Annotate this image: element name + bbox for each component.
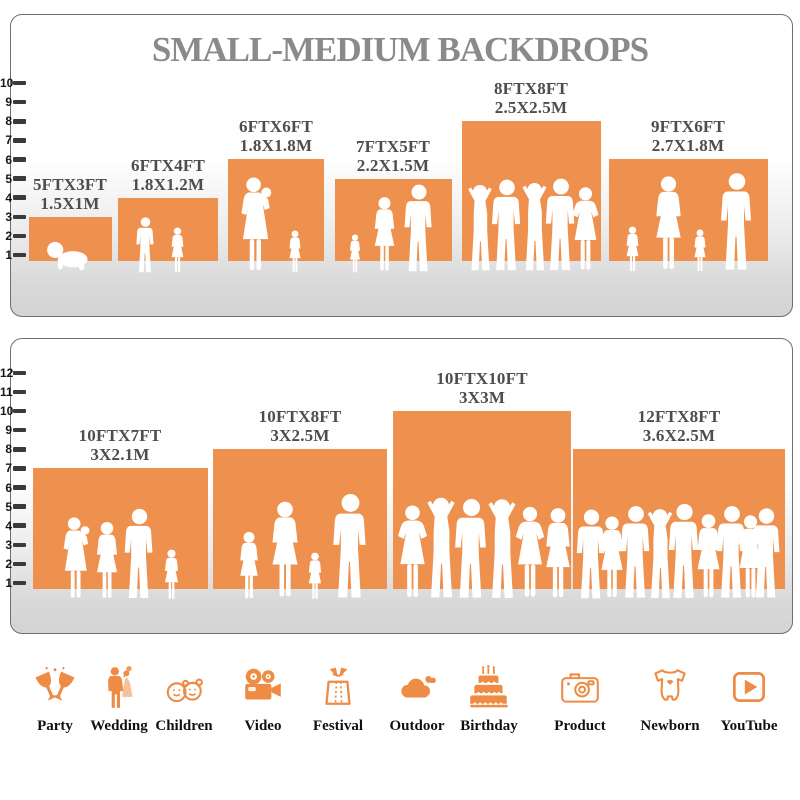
ruler-tick-7: 7 [0, 132, 26, 148]
backdrop-bar-10x7 [33, 468, 208, 599]
children-icon [166, 678, 203, 703]
backdrop-bar-9x6 [609, 159, 768, 272]
category-birthday: Birthday [447, 664, 531, 735]
bar-label-10x10: 10FTX10FT 3X3M [436, 369, 528, 407]
backdrop-bar-7x5 [335, 179, 452, 273]
ruler-tick-6: 6 [0, 480, 26, 496]
backdrop-bar-8x8 [462, 121, 601, 271]
festival-icon [325, 667, 351, 705]
ruler-tick-7: 7 [0, 460, 26, 476]
video-icon [245, 668, 281, 700]
newborn-icon [654, 669, 686, 701]
silhouette-family-four [626, 173, 751, 272]
silhouette-group-nine [576, 503, 780, 599]
silhouette-family-three [350, 184, 432, 273]
ruler-tick-2: 2 [0, 228, 26, 244]
bar-label-6x6: 6FTX6FT 1.8X1.8M [238, 117, 314, 155]
silhouette-group-six [397, 497, 570, 598]
silhouette-family-four-b [63, 508, 178, 599]
ruler-tick-4: 4 [0, 190, 26, 206]
category-children: Children [142, 664, 226, 735]
category-product: Product [538, 664, 622, 735]
ruler-tick-1: 1 [0, 247, 26, 263]
ruler-tick-10: 10 [0, 75, 26, 91]
backdrop-bar-10x10 [393, 411, 571, 598]
category-newborn: Newborn [628, 664, 712, 735]
ruler-tick-2: 2 [0, 556, 26, 572]
ruler-tick-5: 5 [0, 171, 26, 187]
bar-label-10x7: 10FTX7FT 3X2.1M [78, 426, 162, 464]
ruler-tick-6: 6 [0, 152, 26, 168]
backdrop-bar-6x6 [228, 159, 324, 273]
ruler-tick-8: 8 [0, 113, 26, 129]
bar-label-5x3: 5FTX3FT 1.5X1M [32, 175, 108, 213]
ruler-tick-5: 5 [0, 499, 26, 515]
bar-label-12x8: 12FTX8FT 3.6X2.5M [637, 407, 721, 445]
bar-label-7x5: 7FTX5FT 2.2X1.5M [355, 137, 431, 175]
backdrop-bar-6x4 [118, 198, 218, 273]
backdrop-bar-12x8 [573, 449, 785, 599]
party-icon [35, 667, 75, 701]
ruler-tick-9: 9 [0, 422, 26, 438]
bar-label-9x6: 9FTX6FT 2.7X1.8M [650, 117, 726, 155]
ruler-tick-4: 4 [0, 518, 26, 534]
silhouette-family-holding-hands [240, 494, 366, 600]
silhouette-group-five [468, 178, 599, 271]
backdrop-bar-5x3 [29, 217, 112, 271]
ruler-tick-1: 1 [0, 575, 26, 591]
category-wedding: Wedding [77, 664, 161, 735]
youtube-icon [733, 672, 765, 702]
bar-label-8x8: 8FTX8FT 2.5X2.5M [493, 79, 569, 117]
page-title: SMALL-MEDIUM BACKDROPS [151, 30, 649, 69]
ruler-tick-3: 3 [0, 537, 26, 553]
backdrop-bar-10x8 [213, 449, 387, 600]
outdoor-icon [401, 676, 436, 698]
ruler-tick-8: 8 [0, 441, 26, 457]
bar-label-10x8: 10FTX8FT 3X2.5M [258, 407, 342, 445]
wedding-icon [108, 665, 133, 708]
bar-label-6x4: 6FTX4FT 1.8X1.2M [130, 156, 206, 194]
ruler-tick-11: 11 [0, 384, 26, 400]
ruler-tick-3: 3 [0, 209, 26, 225]
silhouette-mother-toddler [241, 177, 301, 273]
silhouette-crawling-baby [47, 241, 88, 271]
ruler-tick-9: 9 [0, 94, 26, 110]
category-youtube: YouTube [707, 664, 791, 735]
product-icon [561, 673, 599, 703]
birthday-icon [470, 665, 508, 708]
silhouette-two-children [136, 217, 184, 273]
category-outdoor: Outdoor [375, 664, 459, 735]
ruler-tick-12: 12 [0, 365, 26, 381]
category-video: Video [221, 664, 305, 735]
ruler-tick-10: 10 [0, 403, 26, 419]
category-festival: Festival [296, 664, 380, 735]
category-party: Party [13, 664, 97, 735]
